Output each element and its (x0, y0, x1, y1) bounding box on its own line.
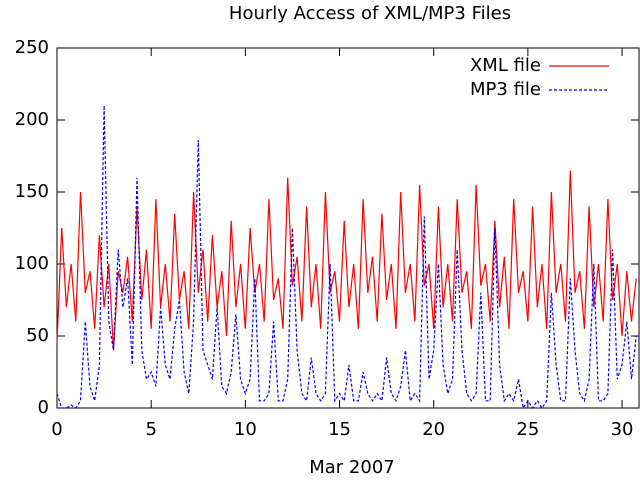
y-tick-label: 250 (15, 37, 49, 58)
x-tick-label: 5 (145, 419, 156, 440)
plot-frame (56, 47, 640, 409)
y-tick-label: 150 (15, 181, 49, 202)
y-tick-label: 100 (15, 253, 49, 274)
x-tick-label: 15 (328, 419, 351, 440)
series-line (56, 170, 637, 351)
x-axis-label: Mar 2007 (309, 457, 395, 478)
y-tick-label: 200 (15, 109, 49, 130)
x-tick-label: 30 (611, 419, 634, 440)
legend-label: MP3 file (470, 79, 541, 100)
x-tick-label: 20 (422, 419, 445, 440)
y-tick-label: 0 (38, 397, 49, 418)
x-tick-label: 0 (51, 419, 62, 440)
x-tick-label: 25 (516, 419, 539, 440)
series-line (56, 105, 637, 410)
legend-label: XML file (470, 55, 541, 76)
chart-title: Hourly Access of XML/MP3 Files (229, 3, 511, 24)
x-tick-label: 10 (234, 419, 257, 440)
y-tick-label: 50 (26, 325, 49, 346)
